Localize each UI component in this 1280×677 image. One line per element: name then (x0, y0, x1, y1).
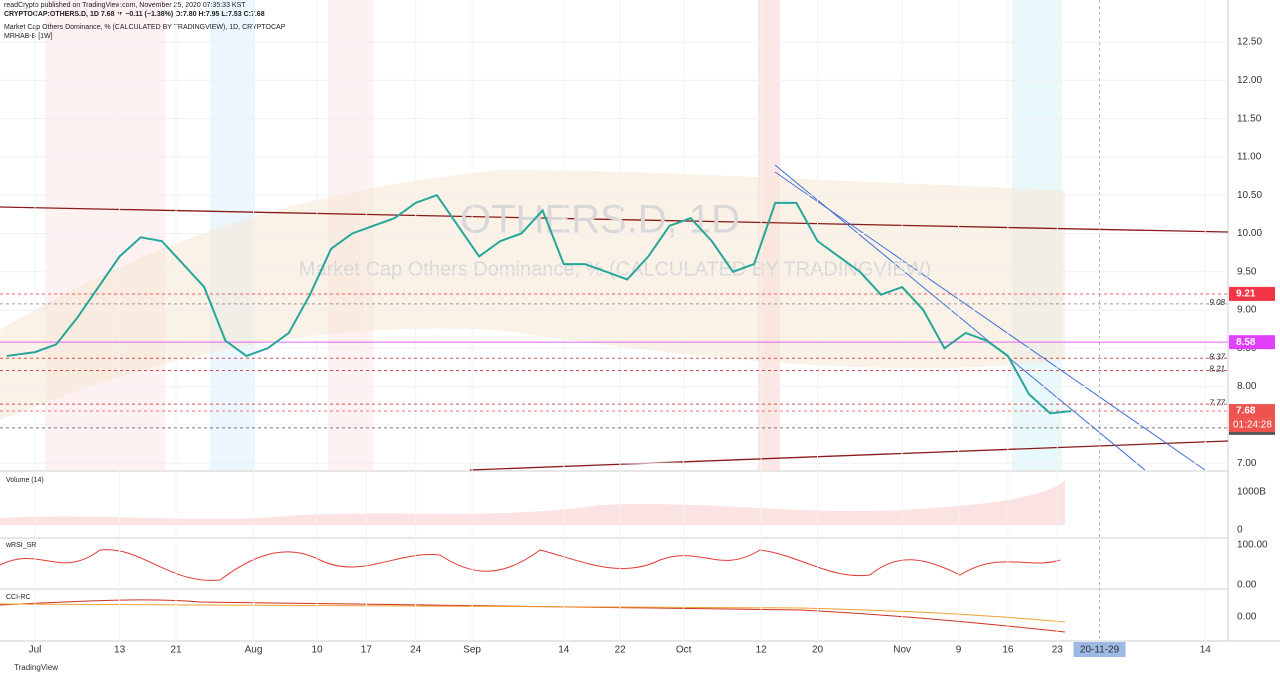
pane-tick-label: 100.00 (1237, 540, 1268, 551)
x-tick-label: 17 (361, 645, 373, 656)
watermark: OTHERS.D, 1D (460, 198, 740, 242)
rsi-line (0, 549, 1061, 581)
price-badge-label: 7.68 (1236, 406, 1256, 417)
crosshair-label: 20-11-29 (1080, 645, 1120, 656)
trend-line (774, 171, 1206, 471)
trend-line (469, 440, 1229, 471)
price-badge-label: 8.58 (1236, 337, 1256, 348)
y-tick-label: 11.50 (1237, 113, 1262, 124)
y-tick-label: 11.00 (1237, 152, 1262, 163)
y-tick-label: 8.00 (1237, 381, 1257, 392)
price-badge-label: 9.21 (1236, 289, 1256, 300)
level-label: 8.21 (1209, 365, 1225, 374)
countdown-badge (1229, 418, 1275, 433)
pane-title: CCI-RC (6, 594, 31, 601)
x-tick-label: 14 (1200, 645, 1212, 656)
crosshair-badge (1073, 642, 1126, 657)
y-tick-label: 12.00 (1237, 75, 1262, 86)
x-tick-label: Nov (893, 645, 911, 656)
pane-tick-label: 0.00 (1237, 580, 1257, 591)
x-tick-label: Jul (29, 645, 42, 656)
price-badge (1229, 335, 1275, 350)
indicator: MRHAB-B [1W] (4, 33, 53, 40)
pane-title: Volume (14) (6, 477, 44, 484)
x-tick-label: Sep (463, 645, 481, 656)
cloud (0, 170, 1065, 420)
level-label: 8.37 (1209, 352, 1225, 361)
x-tick-label: 13 (114, 645, 126, 656)
price-badge (1229, 286, 1275, 301)
description: Market Cap Others Dominance, % (CALCULAT… (4, 24, 286, 31)
x-tick-label: 9 (956, 645, 962, 656)
y-tick-label: 10.50 (1237, 190, 1262, 201)
countdown: 01:24:28 (1233, 420, 1272, 431)
x-tick-label: 16 (1002, 645, 1014, 656)
y-tick-label: 12.50 (1237, 37, 1262, 48)
x-tick-label: 20 (812, 645, 824, 656)
trend-line (0, 206, 1229, 233)
y-tick-label: 9.50 (1237, 266, 1257, 277)
x-tick-label: Oct (676, 645, 692, 656)
x-tick-label: 23 (1052, 645, 1064, 656)
watermark: Market Cap Others Dominance, % (CALCULAT… (299, 258, 931, 280)
footer-logo: TradingView (14, 663, 58, 672)
published: readCrypto published on TradingView.com,… (4, 2, 246, 9)
x-tick-label: Aug (245, 645, 263, 656)
x-tick-label: 14 (558, 645, 570, 656)
symbol-line: CRYPTOCAP:OTHERS.D, 1D 7.68 ▼ −0.11 (−1.… (4, 11, 265, 18)
price-badge (1229, 404, 1275, 419)
trend-line (774, 164, 1146, 471)
cci-signal (0, 603, 1066, 623)
y-tick-label: 10.00 (1237, 228, 1262, 239)
y-tick-label: 9.00 (1237, 305, 1257, 316)
band (45, 0, 165, 470)
x-tick-label: 22 (615, 645, 627, 656)
price-line (6, 193, 1072, 415)
pane-tick-label: 0 (1237, 525, 1243, 536)
volume-band (0, 480, 1065, 525)
pane-tick-label: 1000B (1237, 487, 1266, 498)
y-tick-label: 7.00 (1237, 458, 1257, 469)
pane-title: wRSI_SR (5, 542, 36, 549)
x-tick-label: 21 (170, 645, 182, 656)
x-tick-label: 10 (311, 645, 323, 656)
x-tick-label: 12 (756, 645, 768, 656)
level-label: 7.77 (1209, 398, 1225, 407)
pane-tick-label: 0.00 (1237, 612, 1257, 623)
level-label: 9.08 (1209, 298, 1225, 307)
x-tick-label: 24 (410, 645, 422, 656)
